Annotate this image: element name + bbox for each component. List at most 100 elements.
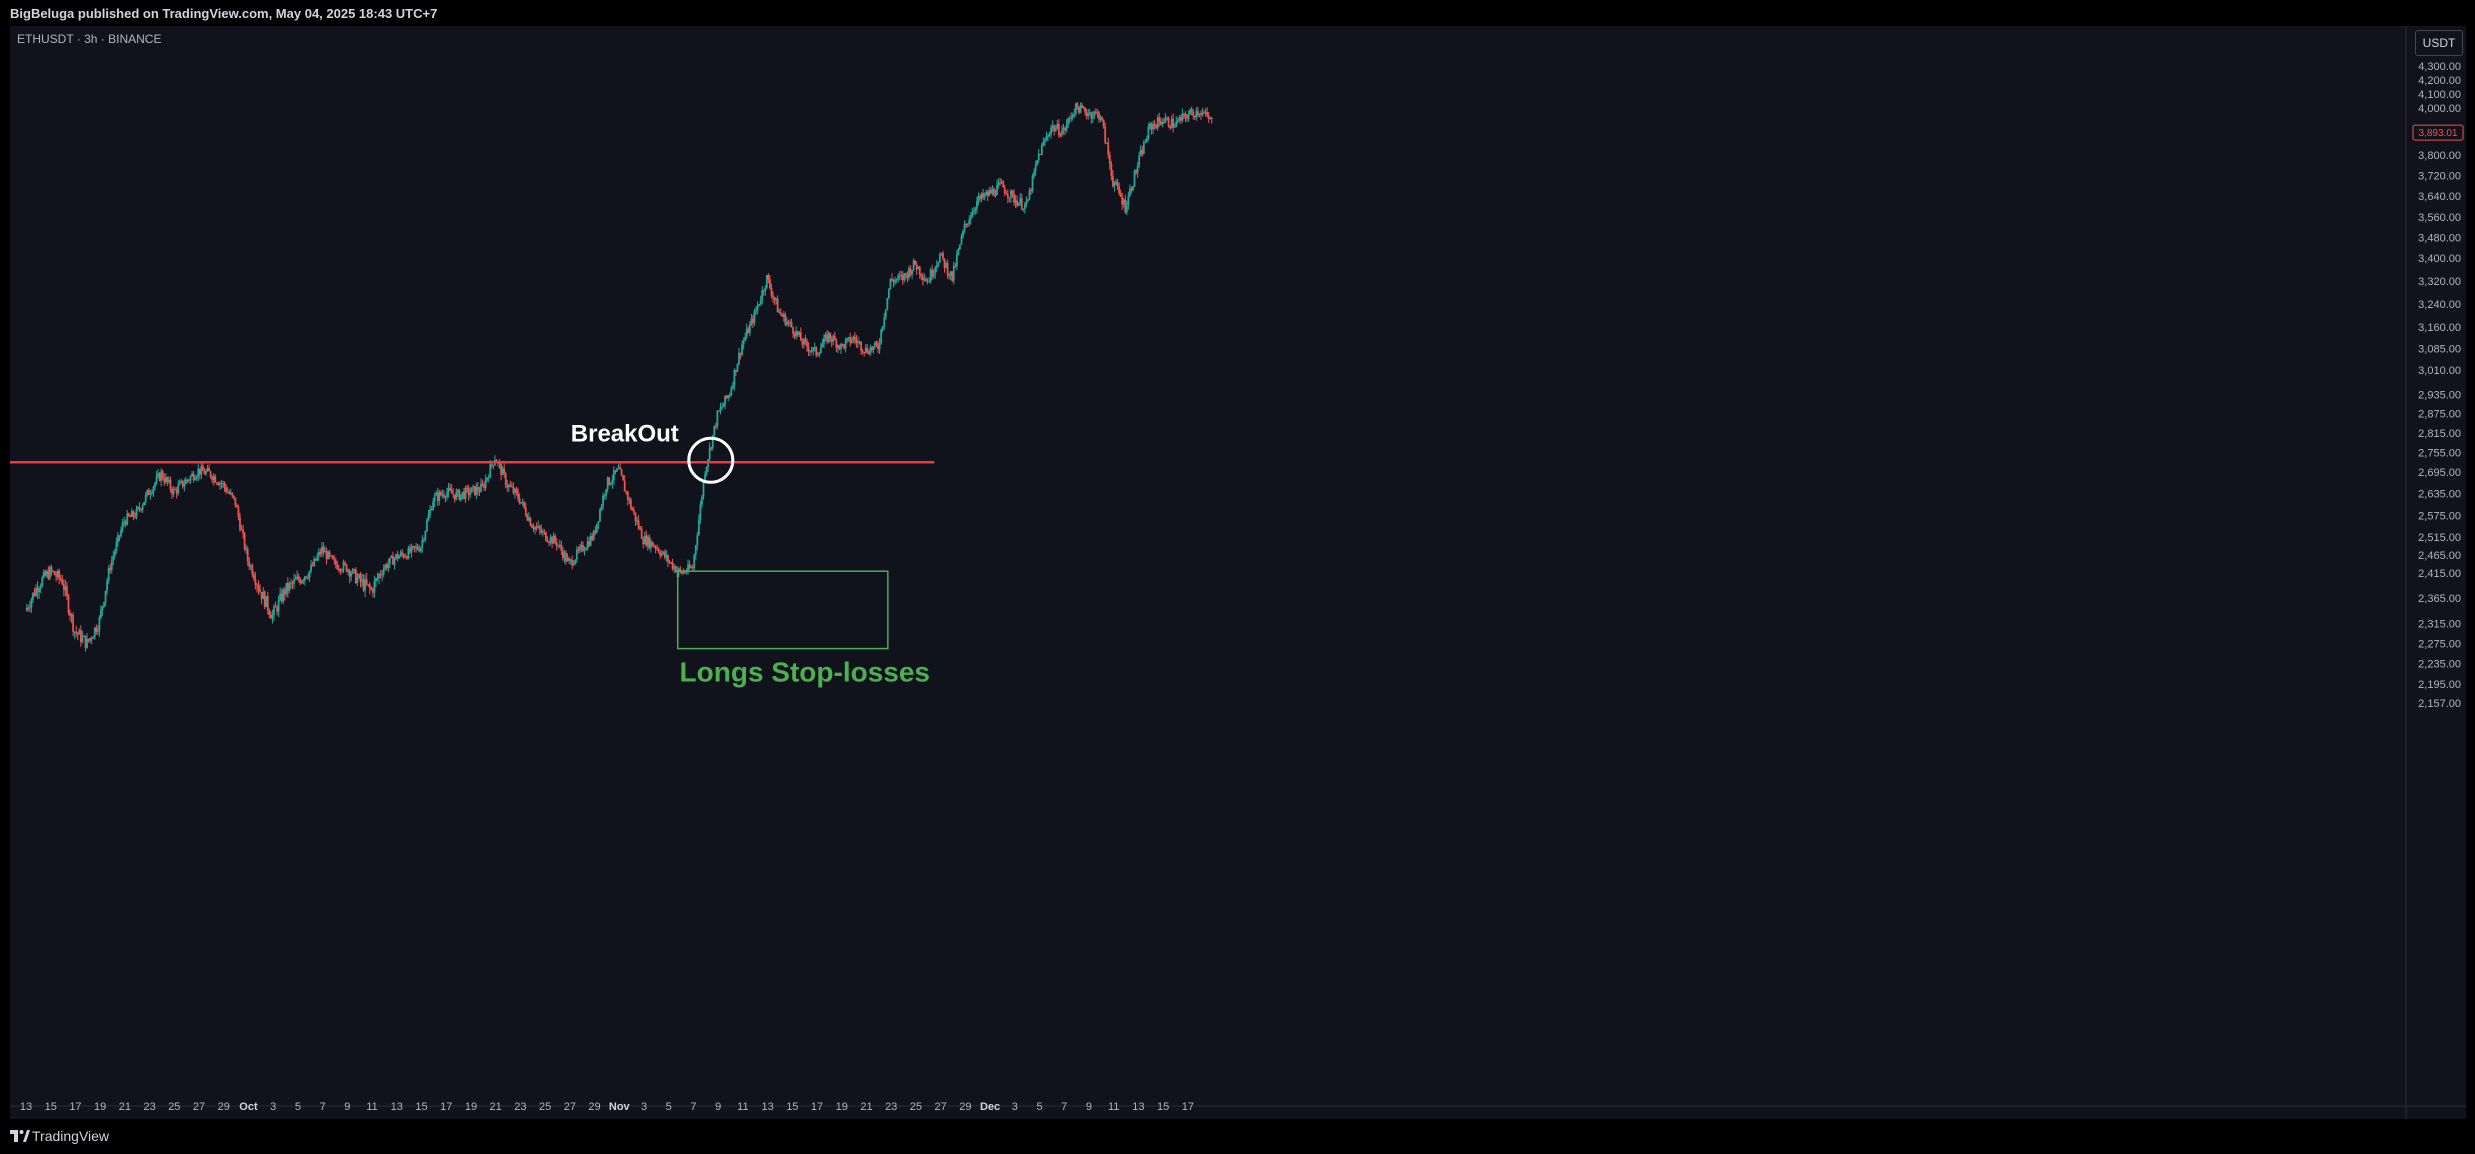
candle-492 (786, 317, 788, 327)
candle-194 (325, 547, 328, 565)
candle-760 (1200, 110, 1202, 120)
candle-574 (912, 258, 915, 272)
candle-629 (997, 178, 1000, 189)
tradingview-logo-icon[interactable] (10, 1128, 30, 1144)
time-tick-27: 7 (690, 1101, 696, 1113)
candle-241 (398, 554, 401, 559)
time-tick-39: Dec (980, 1101, 1000, 1113)
candle-14 (47, 566, 50, 581)
candle-309 (503, 463, 506, 478)
candle-504 (804, 334, 807, 346)
candle-541 (861, 348, 864, 355)
candle-484 (773, 296, 776, 306)
candle-453 (725, 394, 728, 400)
time-axis[interactable]: 13 15 17 19 21 23 25 27 29 Oct 3 5 7 9 11 13 15 17 19 21 23 2… (20, 1101, 1194, 1113)
candle-435 (697, 514, 700, 536)
candle-293 (478, 486, 481, 497)
candle-563 (895, 278, 898, 284)
candle-280 (458, 488, 461, 501)
candle-31 (73, 631, 76, 639)
candle-192 (322, 542, 325, 557)
candle-135 (234, 497, 237, 508)
candle-487 (778, 308, 781, 314)
candle-707 (1118, 182, 1120, 196)
candle-225 (373, 575, 376, 598)
candle-103 (185, 476, 187, 485)
candle-474 (758, 303, 761, 307)
chart-frame[interactable]: BreakOut Longs Stop-losses 4,300.00 4,200… (10, 26, 2466, 1119)
candle-756 (1193, 115, 1196, 120)
candle-764 (1206, 107, 1209, 118)
candle-73 (138, 502, 141, 513)
candle-478 (764, 285, 767, 296)
stoploss-zone-rect[interactable] (676, 570, 889, 650)
candle-173 (293, 573, 295, 589)
candle-51 (104, 590, 107, 607)
candle-264 (433, 492, 436, 508)
currency-button[interactable]: USDT (2415, 30, 2463, 56)
candle-251 (413, 545, 416, 553)
candle-581 (923, 273, 926, 282)
candle-599 (951, 271, 954, 283)
candle-570 (906, 271, 909, 283)
price-axis[interactable]: 4,300.00 4,200.00 4,100.00 4,000.00 3,800.00… (2405, 26, 2461, 1119)
breakout-label: BreakOut (571, 420, 679, 447)
last-price-box (2412, 124, 2464, 141)
candle-99 (178, 479, 181, 486)
candle-285 (466, 484, 468, 493)
candle-46 (96, 625, 99, 636)
candle-502 (801, 338, 804, 349)
candle-458 (733, 368, 736, 391)
candle-575 (914, 259, 917, 266)
candle-577 (917, 266, 920, 270)
candlestick-chart[interactable]: BreakOut Longs Stop-losses 4,300.00 4,200… (10, 26, 2466, 1119)
candle-186 (313, 556, 316, 568)
candle-568 (903, 273, 906, 283)
candle-217 (361, 573, 363, 587)
candle-626 (993, 187, 995, 197)
price-tick-29: 2,195.00 (2418, 679, 2461, 691)
candle-579 (920, 273, 923, 281)
stoploss-zone-label: Longs Stop-losses (680, 657, 930, 688)
candle-342 (554, 533, 557, 545)
candle-153 (262, 586, 265, 600)
candle-469 (750, 313, 753, 327)
candle-693 (1096, 109, 1099, 119)
annotations: BreakOut Longs Stop-losses (10, 420, 935, 688)
candle-151 (259, 583, 261, 593)
price-tick-12: 3,160.00 (2418, 322, 2461, 334)
candle-688 (1088, 108, 1091, 116)
candle-34 (78, 628, 81, 635)
time-tick-34: 21 (860, 1101, 872, 1113)
candle-234 (387, 558, 390, 573)
candle-362 (585, 546, 587, 551)
candle-397 (639, 525, 642, 531)
candle-537 (855, 334, 858, 348)
candle-672 (1064, 126, 1066, 136)
breakout-circle[interactable] (687, 436, 735, 484)
candle-416 (668, 559, 671, 564)
price-tick-10: 3,320.00 (2418, 276, 2461, 288)
candle-265 (435, 490, 438, 496)
footer-brand[interactable]: TradingView (32, 1128, 110, 1144)
candle-666 (1054, 124, 1057, 132)
candle-344 (557, 544, 560, 549)
candle-743 (1173, 123, 1176, 128)
candle-277 (453, 494, 456, 503)
candle-443 (710, 446, 713, 452)
symbol-info[interactable]: ETHUSDT · 3h · BINANCE (17, 32, 162, 46)
candle-78 (146, 489, 149, 497)
candle-207 (345, 563, 348, 573)
candle-689 (1090, 111, 1093, 124)
candle-508 (810, 346, 813, 354)
candle-26 (66, 581, 68, 600)
candle-133 (231, 492, 234, 499)
candle-248 (409, 544, 411, 554)
candle-400 (643, 531, 646, 545)
candle-152 (260, 592, 263, 605)
candle-33 (76, 632, 79, 641)
candle-361 (583, 546, 586, 556)
candle-142 (245, 544, 248, 554)
candle-232 (384, 563, 387, 571)
candle-651 (1031, 173, 1034, 194)
